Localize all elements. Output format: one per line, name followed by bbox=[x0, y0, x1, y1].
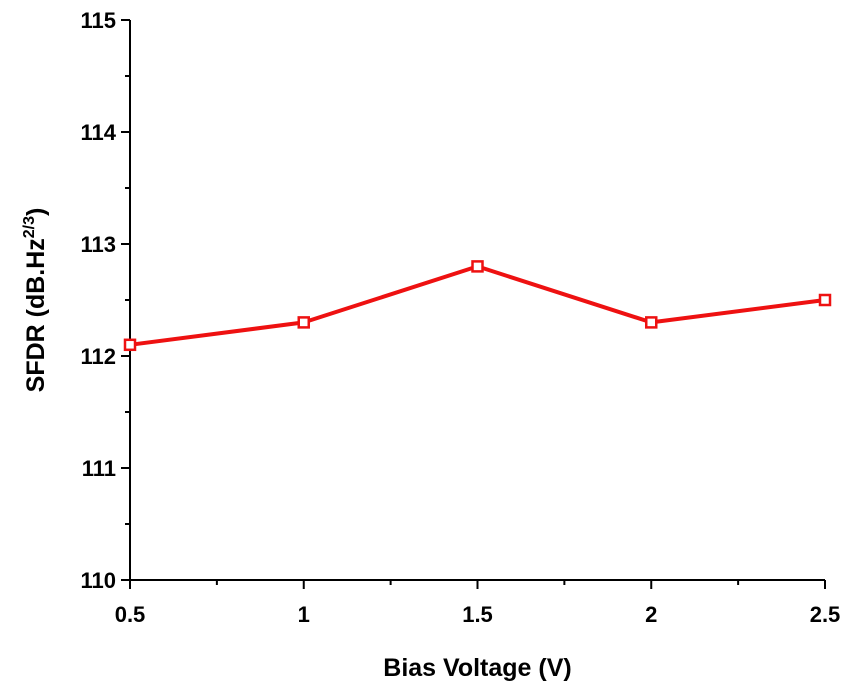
x-axis-ticks: 0.5 1 1.5 2 2.5 bbox=[115, 580, 841, 627]
x-tick-label: 1 bbox=[298, 602, 310, 627]
axes bbox=[129, 20, 825, 581]
y-axis-title-suffix: ) bbox=[22, 208, 50, 216]
y-tick-label: 113 bbox=[81, 232, 117, 257]
data-point bbox=[818, 293, 832, 307]
y-tick-label: 110 bbox=[81, 568, 117, 593]
data-point bbox=[645, 316, 658, 329]
series-layer bbox=[123, 260, 832, 352]
y-tick-label: 114 bbox=[81, 120, 117, 145]
data-point bbox=[471, 260, 484, 273]
x-tick-label: 1.5 bbox=[462, 602, 493, 627]
y-tick-label: 115 bbox=[81, 8, 117, 33]
y-tick-label: 112 bbox=[81, 344, 117, 369]
x-tick-label: 2 bbox=[645, 602, 657, 627]
series-line bbox=[129, 264, 826, 347]
y-tick-label: 111 bbox=[82, 456, 116, 481]
x-tick-label: 0.5 bbox=[115, 602, 146, 627]
y-axis-ticks: 110 111 112 113 114 115 bbox=[81, 8, 130, 593]
data-point bbox=[123, 338, 137, 352]
x-axis-title: Bias Voltage (V) bbox=[383, 654, 571, 682]
y-axis-title-superscript: 2/3 bbox=[21, 216, 38, 238]
y-axis-title: SFDR (dB.Hz2/3) bbox=[21, 208, 50, 393]
y-axis-title-base: SFDR (dB.Hz bbox=[22, 238, 50, 392]
data-point bbox=[297, 316, 310, 329]
x-tick-label: 2.5 bbox=[810, 602, 841, 627]
